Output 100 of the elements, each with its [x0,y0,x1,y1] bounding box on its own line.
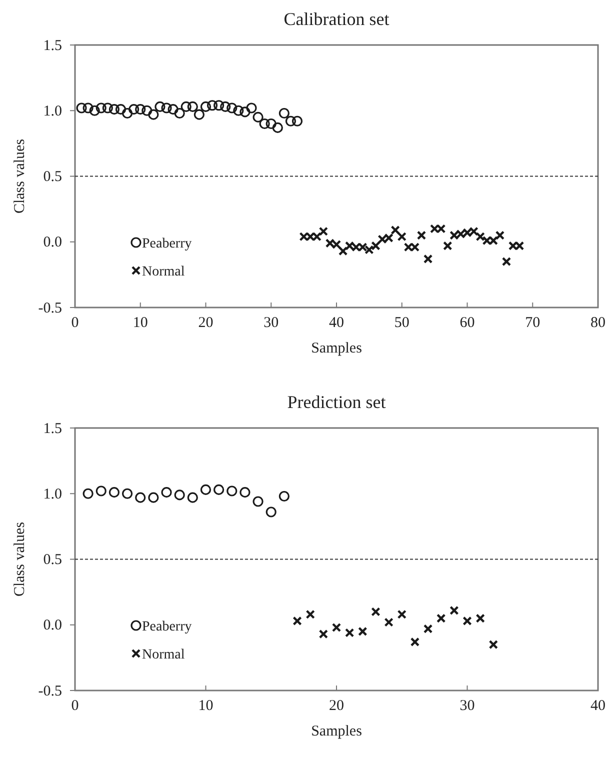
point [142,105,152,116]
point [168,104,178,115]
y-axis-title: Class values [12,521,28,596]
point [82,488,94,498]
point [462,616,472,626]
legend-label: Peaberry [142,236,192,252]
point [443,241,452,250]
point [416,230,426,240]
point [318,628,328,638]
point [285,116,296,126]
point [266,118,276,130]
point [278,108,290,119]
y-tick-label: -0.5 [38,300,62,316]
x-tick-label: 0 [71,315,79,332]
point [450,605,459,615]
y-tick-label: 0.0 [43,234,62,251]
legend-label: Normal [142,647,185,662]
point [161,486,172,498]
point [292,616,302,626]
point [423,624,433,633]
point [292,116,303,126]
y-tick-label: 0.5 [43,169,62,186]
point [82,102,94,114]
point [240,486,250,498]
point [96,102,106,114]
point [226,485,238,496]
point [252,496,264,506]
chart-title: Prediction set [287,392,386,412]
point [161,102,172,114]
point [259,118,270,130]
point [122,108,133,119]
point [384,617,394,626]
point [128,104,140,115]
point [108,104,120,115]
point [397,232,406,242]
point [214,484,224,494]
point [410,636,420,646]
point [89,105,100,116]
x-tick-label: 0 [71,698,79,714]
x-axis-title: Samples [311,340,362,356]
point [96,485,106,496]
point [266,506,276,517]
point [180,101,192,112]
y-axis-title: Class values [12,138,28,214]
x-axis-title: Samples [311,723,362,739]
point [108,486,120,498]
y-tick-label: -0.5 [38,682,62,699]
point [272,122,283,133]
x-tick-label: 30 [264,315,279,332]
y-tick-label: 1.0 [43,486,62,502]
point [233,105,244,116]
point [397,609,406,618]
point [344,628,354,637]
point [332,622,342,632]
point [76,102,87,114]
point [252,112,264,122]
y-tick-label: 0.0 [43,617,62,634]
x-tick-label: 30 [460,698,475,714]
x-tick-label: 20 [329,698,344,714]
legend-label: Peaberry [142,619,192,634]
point [338,246,348,256]
point [122,488,133,498]
x-tick-label: 70 [525,315,540,332]
y-tick-label: 1.0 [43,103,62,120]
point [214,100,224,111]
point [476,613,485,622]
point [358,626,368,636]
point [371,606,380,616]
point [423,254,433,264]
point [246,102,257,114]
point [206,100,218,111]
point [135,492,146,502]
point [436,613,446,622]
y-tick-label: 1.5 [43,38,62,54]
point [278,490,290,502]
x-tick-label: 60 [460,315,475,332]
point [318,226,328,236]
point [148,492,159,502]
point [390,225,400,235]
x-tick-label: 80 [590,315,606,332]
chart-title: Calibration set [284,9,390,29]
point [226,102,238,114]
point [495,230,505,240]
point [194,109,205,120]
point [102,102,113,114]
point [220,101,231,112]
legend-label: Normal [142,264,185,280]
y-tick-label: 1.5 [43,420,62,436]
point [502,256,512,266]
point [174,108,185,119]
x-tick-label: 20 [198,315,214,332]
point [135,104,146,115]
x-tick-label: 10 [198,698,214,714]
point [148,109,159,120]
point [240,106,250,118]
point [187,101,198,112]
point [200,101,212,112]
x-tick-label: 40 [590,698,606,714]
point [187,492,198,502]
x-tick-label: 50 [394,315,410,332]
